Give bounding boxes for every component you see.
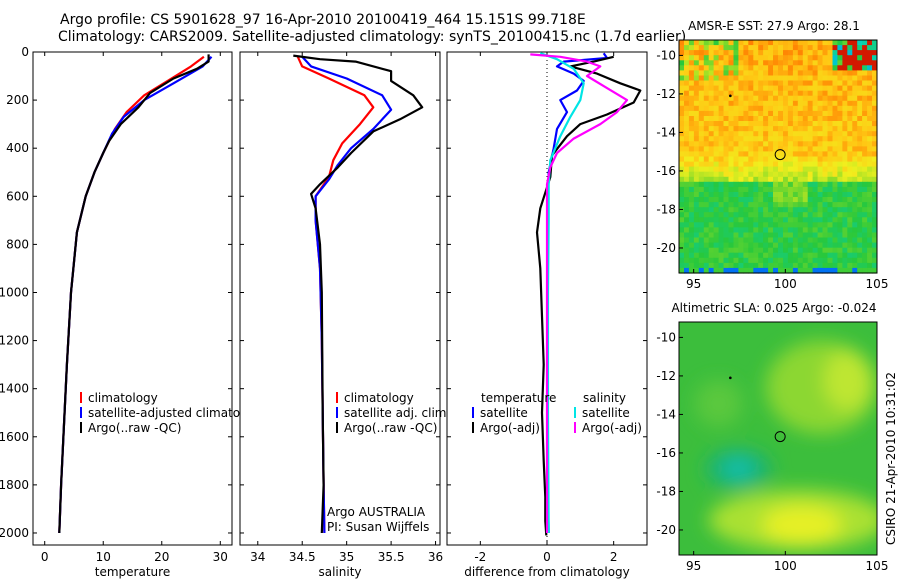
legend-label: satellite-adjusted climatology — [88, 406, 266, 420]
map-frame — [678, 39, 878, 274]
y-tick-label: 1800 — [0, 478, 29, 492]
y-tick-label: 600 — [6, 189, 29, 203]
track-dot — [729, 376, 732, 380]
map-title: Altimetric SLA: 0.025 Argo: -0.024 — [671, 301, 876, 315]
y-tick-label: -10 — [656, 330, 676, 344]
x-tick-label: 0 — [543, 550, 551, 564]
series-line-salinity-argo-adj- — [530, 53, 629, 533]
x-tick-label: 36 — [428, 550, 443, 564]
x-tick-label: 100 — [774, 277, 797, 291]
x-tick-label: 35.5 — [378, 550, 405, 564]
y-tick-label: 1600 — [0, 430, 29, 444]
y-tick-label: 1200 — [0, 334, 29, 348]
figure-title-line1: Argo profile: CS 5901628_97 16-Apr-2010 … — [60, 12, 586, 28]
argo-position-marker — [774, 431, 786, 443]
track-dot — [729, 94, 732, 98]
legend-label: climatology — [344, 391, 414, 405]
x-tick-label: 105 — [866, 559, 889, 573]
heatmap-cells — [679, 322, 877, 555]
legend-label: salinity — [583, 391, 626, 405]
y-tick-label: -20 — [656, 523, 676, 537]
side-timestamp-label: CSIRO 21-Apr-2010 10:31:02 — [884, 372, 898, 545]
x-tick-label: 2 — [610, 550, 618, 564]
series-line-argo-raw-qc- — [58, 54, 210, 534]
x-tick-label: 20 — [154, 550, 169, 564]
y-tick-label: -12 — [656, 369, 676, 383]
series-line-argo-raw-qc- — [293, 54, 424, 534]
y-tick-label: -18 — [656, 202, 676, 216]
y-tick-label: 2000 — [0, 526, 29, 540]
y-tick-label: -12 — [656, 87, 676, 101]
y-tick-label: -18 — [656, 484, 676, 498]
panel-temperature: 0 10 20 30 0 200 400 600 800 1000 1200 1400 1600 1800… — [0, 45, 266, 579]
x-tick-label: 35 — [339, 550, 354, 564]
y-tick-label: -14 — [656, 125, 676, 139]
heatmap-cells — [679, 40, 878, 274]
legend-label: satellite adj. clim. — [344, 406, 450, 420]
map-frame — [678, 321, 878, 556]
legend-label: Argo(..raw -QC) — [344, 421, 437, 435]
y-tick-label: 1000 — [0, 285, 29, 299]
panel-frame — [32, 51, 233, 546]
panel-frame — [239, 51, 441, 546]
y-tick-label: -16 — [656, 164, 676, 178]
y-tick-label: -16 — [656, 446, 676, 460]
figure-title-line2: Climatology: CARS2009. Satellite-adjuste… — [58, 29, 687, 45]
x-tick-label: 100 — [774, 559, 797, 573]
y-tick-label: 800 — [6, 237, 29, 251]
panel-salinity: 34 34.5 35 35.5 36 salinity climatologysatelli… — [239, 51, 450, 579]
legend-label: temperature — [481, 391, 556, 405]
panel-sla_map: 95 100 105 -10 -12 -14 -16 -18 -20 Altimetric SLA… — [656, 301, 888, 573]
x-axis-label: salinity — [318, 565, 361, 579]
y-tick-label: -14 — [656, 407, 676, 421]
legend-label: Argo(-adj) — [582, 421, 642, 435]
x-tick-label: 95 — [686, 559, 701, 573]
legend-label: Argo(-adj) — [480, 421, 540, 435]
panel-sst_map: 95 100 105 -10 -12 -14 -16 -18 -20 AMSR-E SST: 27… — [656, 19, 888, 291]
legend-label: climatology — [88, 391, 158, 405]
x-tick-label: 95 — [686, 277, 701, 291]
x-tick-label: 30 — [213, 550, 228, 564]
y-tick-label: 1400 — [0, 382, 29, 396]
x-tick-label: 34 — [250, 550, 265, 564]
x-tick-label: 0 — [41, 550, 49, 564]
x-axis-label: difference from climatology — [464, 565, 630, 579]
y-tick-label: 200 — [6, 93, 29, 107]
x-tick-label: 105 — [866, 277, 889, 291]
annotation-text: PI: Susan Wijffels — [327, 520, 429, 534]
y-tick-label: 0 — [21, 45, 29, 59]
legend-label: satellite — [582, 406, 630, 420]
legend-label: satellite — [480, 406, 528, 420]
x-axis-label: temperature — [95, 565, 170, 579]
argo-position-marker — [774, 149, 786, 161]
y-tick-label: -10 — [656, 48, 676, 62]
y-tick-label: 400 — [6, 141, 29, 155]
x-tick-label: -2 — [474, 550, 486, 564]
y-tick-label: -20 — [656, 241, 676, 255]
x-tick-label: 10 — [96, 550, 111, 564]
x-tick-label: 34.5 — [289, 550, 316, 564]
annotation-text: Argo AUSTRALIA — [327, 505, 426, 519]
legend-label: Argo(..raw -QC) — [88, 421, 181, 435]
map-title: AMSR-E SST: 27.9 Argo: 28.1 — [688, 19, 860, 33]
